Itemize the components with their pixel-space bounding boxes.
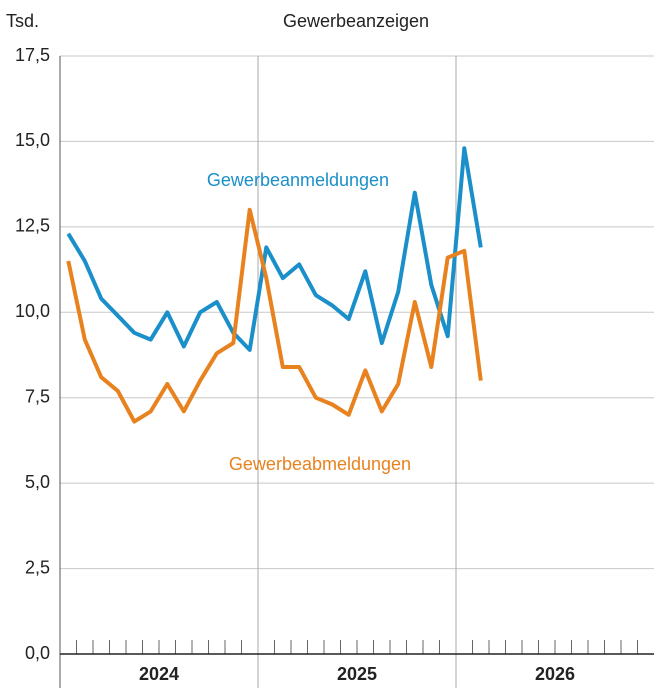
y-tick-label: 12,5 xyxy=(15,216,50,236)
y-tick-label: 0,0 xyxy=(25,643,50,663)
chart-title: Gewerbeanzeigen xyxy=(283,11,429,31)
y-tick-label: 7,5 xyxy=(25,386,50,406)
series-label: Gewerbeabmeldungen xyxy=(229,454,411,474)
y-tick-label: 17,5 xyxy=(15,45,50,65)
x-tick-label: 2026 xyxy=(535,664,575,684)
y-tick-label: 15,0 xyxy=(15,130,50,150)
line xyxy=(66,207,483,424)
x-tick-label: 2024 xyxy=(139,664,179,684)
y-tick-label: 2,5 xyxy=(25,557,50,577)
x-tick-label: 2025 xyxy=(337,664,377,684)
line xyxy=(66,146,483,352)
y-unit: Tsd. xyxy=(6,11,39,31)
series-label: Gewerbeanmeldungen xyxy=(207,170,389,190)
y-tick-label: 5,0 xyxy=(25,472,50,492)
y-tick-label: 10,0 xyxy=(15,301,50,321)
